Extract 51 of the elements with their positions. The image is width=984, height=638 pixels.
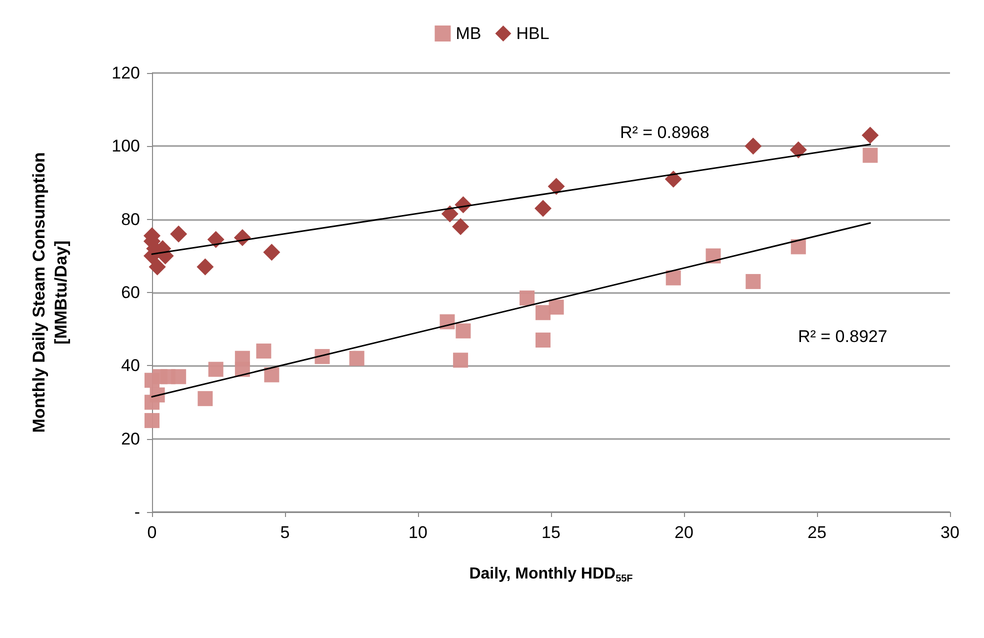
y-tick-label: 120 xyxy=(112,64,140,82)
y-tick-label: 100 xyxy=(112,136,140,156)
point xyxy=(207,230,224,248)
x-tick-label: 5 xyxy=(280,523,290,542)
x-tick-label: 30 xyxy=(940,523,960,542)
point xyxy=(349,350,364,366)
point xyxy=(441,205,458,222)
point xyxy=(536,305,551,320)
x-tick-label: 15 xyxy=(542,523,560,542)
point xyxy=(234,362,250,377)
point xyxy=(196,258,214,276)
point xyxy=(666,270,681,286)
legend-label: MB xyxy=(456,24,482,43)
point xyxy=(208,362,224,377)
y-axis-title: Monthly Daily Steam Consumption [MMBtu/Day] xyxy=(30,152,70,433)
point xyxy=(746,274,761,290)
point xyxy=(148,258,166,276)
point xyxy=(171,369,186,384)
point xyxy=(198,391,213,406)
point xyxy=(548,178,565,195)
point xyxy=(170,225,188,242)
annotation: R² = 0.8968 xyxy=(620,123,710,142)
point xyxy=(264,367,280,382)
point xyxy=(534,200,552,217)
point xyxy=(790,239,806,254)
y-tick-label: - xyxy=(134,502,140,522)
point xyxy=(453,352,468,368)
point xyxy=(520,290,535,306)
point xyxy=(256,344,272,359)
x-tick-label: 0 xyxy=(147,523,157,542)
y-tick-label: 80 xyxy=(121,210,140,229)
point xyxy=(744,138,762,155)
point xyxy=(144,413,160,428)
point xyxy=(456,323,471,338)
point xyxy=(790,141,807,158)
point xyxy=(150,387,165,402)
annotation: R² = 0.8927 xyxy=(798,327,888,346)
x-tick-label: 20 xyxy=(674,523,694,542)
y-tick-label: 20 xyxy=(121,429,140,448)
x-tick-label: 25 xyxy=(808,523,826,542)
point xyxy=(862,148,878,163)
x-tick-label: 10 xyxy=(408,523,428,542)
point xyxy=(452,218,470,236)
point xyxy=(536,332,551,348)
point xyxy=(548,300,564,315)
point xyxy=(664,170,682,188)
point xyxy=(263,244,280,261)
y-tick-label: 40 xyxy=(121,356,140,376)
y-tick-label: 60 xyxy=(121,283,140,302)
legend-label: HBL xyxy=(516,24,550,43)
point xyxy=(862,126,879,144)
